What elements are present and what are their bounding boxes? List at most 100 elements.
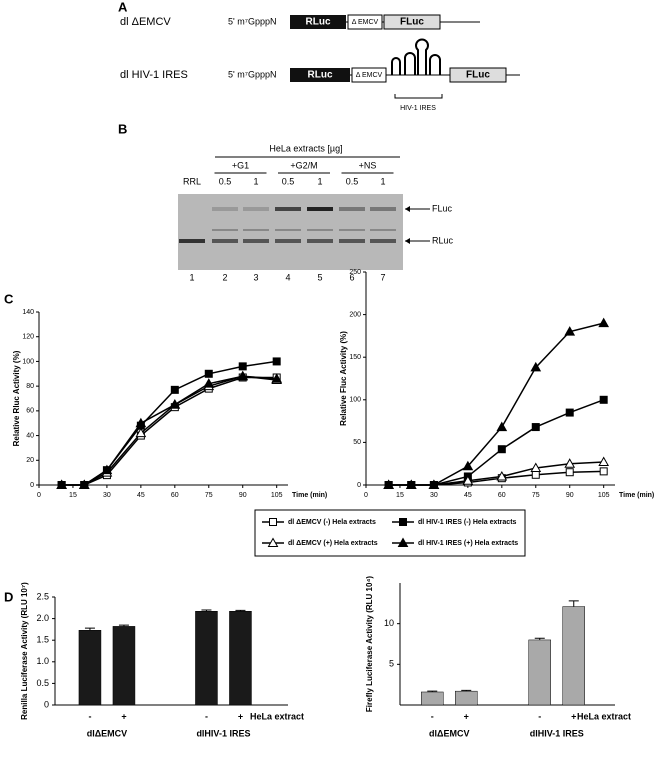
faint-band xyxy=(243,229,269,231)
marker xyxy=(598,456,610,466)
panel-label: A xyxy=(118,0,128,14)
rluc-text: RLuc xyxy=(306,17,331,28)
y-tick-label: 100 xyxy=(22,358,34,365)
y-tick-label: 150 xyxy=(349,354,361,361)
x-tick-label: 15 xyxy=(396,492,404,499)
gel-annotations: +G1 +G2/M +NS RRL 0.5 1 0.5 1 0.5 1 1 2 3 4 5 6 7 FLuc RLu… xyxy=(179,160,454,282)
x-tick-label: - xyxy=(88,711,91,721)
x-tick-label: 90 xyxy=(566,492,574,499)
fluc-band xyxy=(307,207,333,211)
legend-label: dl HIV-1 IRES (+) Hela extracts xyxy=(418,540,518,547)
y-tick-label: 50 xyxy=(353,439,361,446)
panel-label: C xyxy=(4,291,14,306)
panel-label: D xyxy=(4,589,13,604)
legend-label: dl ΔEMCV (-) Hela extracts xyxy=(288,519,376,526)
legend-marker xyxy=(397,537,409,547)
legend-marker xyxy=(269,518,277,526)
marker xyxy=(564,458,576,468)
marker xyxy=(598,317,610,328)
marker xyxy=(272,357,281,366)
gel xyxy=(178,194,403,270)
cap: 5' m⁷GpppN xyxy=(228,16,277,26)
marker xyxy=(531,423,540,432)
group-label: dlHIV-1 IRES xyxy=(530,728,584,738)
amount-label: 0.5 xyxy=(219,176,232,186)
emcv-text: Δ EMCV xyxy=(356,72,383,79)
ires-structure xyxy=(391,38,441,75)
amount-label: 1 xyxy=(317,176,322,186)
rluc-box xyxy=(290,15,346,29)
marker xyxy=(496,421,508,432)
y-tick-label: 20 xyxy=(26,457,34,464)
y-tick-label: 120 xyxy=(22,334,34,341)
group-label: +G1 xyxy=(232,160,249,170)
band-label: RLuc xyxy=(432,235,454,245)
marker xyxy=(564,326,576,336)
legend-label: dl HIV-1 IRES (-) Hela extracts xyxy=(418,519,517,526)
control-label: RRL xyxy=(183,176,201,186)
marker xyxy=(496,470,508,481)
series-line xyxy=(61,375,277,486)
x-tick-label: 105 xyxy=(271,492,283,499)
series-line xyxy=(61,375,277,486)
x-tick-label: 30 xyxy=(430,492,438,499)
error-bar xyxy=(118,624,129,627)
x-tick-label: 0 xyxy=(37,492,41,499)
x-tick-label: 90 xyxy=(239,492,247,499)
amount-label: 0.5 xyxy=(346,176,359,186)
y-tick-label: 140 xyxy=(22,309,34,316)
marker xyxy=(101,464,113,475)
error-bar xyxy=(461,689,472,692)
panel-label: B xyxy=(118,121,127,136)
marker xyxy=(170,385,179,394)
marker xyxy=(428,479,440,489)
emcv-box xyxy=(347,14,383,30)
amount-label: 1 xyxy=(253,176,258,186)
marker xyxy=(462,460,474,471)
bar xyxy=(421,691,444,706)
bar xyxy=(78,630,102,706)
emcv-text: Δ EMCV xyxy=(352,19,379,26)
x-tick-label: + xyxy=(121,711,126,721)
x-tick-label: 15 xyxy=(69,492,77,499)
x-tick-label: + xyxy=(571,711,576,721)
construct-name: dl HIV-1 IRES xyxy=(120,69,188,81)
fluc-band xyxy=(370,207,396,211)
y-tick-label: 1.0 xyxy=(36,656,49,666)
marker xyxy=(497,445,506,454)
legend-marker xyxy=(267,537,279,547)
lane-number: 6 xyxy=(349,272,354,282)
lane-number: 4 xyxy=(285,272,290,282)
marker xyxy=(271,373,283,383)
y-tick-label: 250 xyxy=(349,269,361,276)
error-bar xyxy=(235,609,246,612)
series-line xyxy=(388,322,604,486)
lane-number: 5 xyxy=(317,272,322,282)
error-bar xyxy=(84,627,95,631)
fluc-box xyxy=(383,14,441,30)
marker xyxy=(565,468,574,477)
fluc-box xyxy=(449,67,507,83)
x-axis-title: Time (min) xyxy=(619,492,654,499)
y-tick-label: 5 xyxy=(389,659,394,669)
y-tick-label: 100 xyxy=(349,397,361,404)
series-line xyxy=(61,376,277,486)
x-tick-label: 45 xyxy=(137,492,145,499)
error-bar xyxy=(427,690,438,692)
error-bar xyxy=(201,609,212,612)
marker xyxy=(462,475,474,485)
marker xyxy=(565,408,574,417)
marker xyxy=(405,479,417,489)
y-tick-label: 2.0 xyxy=(36,613,49,623)
x-tick-label: 75 xyxy=(532,492,540,499)
x-tick-label: - xyxy=(538,711,541,721)
y-tick-label: 0.5 xyxy=(36,678,49,688)
bar xyxy=(528,639,551,706)
y-tick-label: 60 xyxy=(26,408,34,415)
group-label: dlΔEMCV xyxy=(429,728,469,738)
faint-band xyxy=(339,229,365,231)
x-tick-label: 60 xyxy=(498,492,506,499)
faint-band xyxy=(370,229,396,231)
y-tick-label: 80 xyxy=(26,383,34,390)
marker xyxy=(78,479,90,489)
